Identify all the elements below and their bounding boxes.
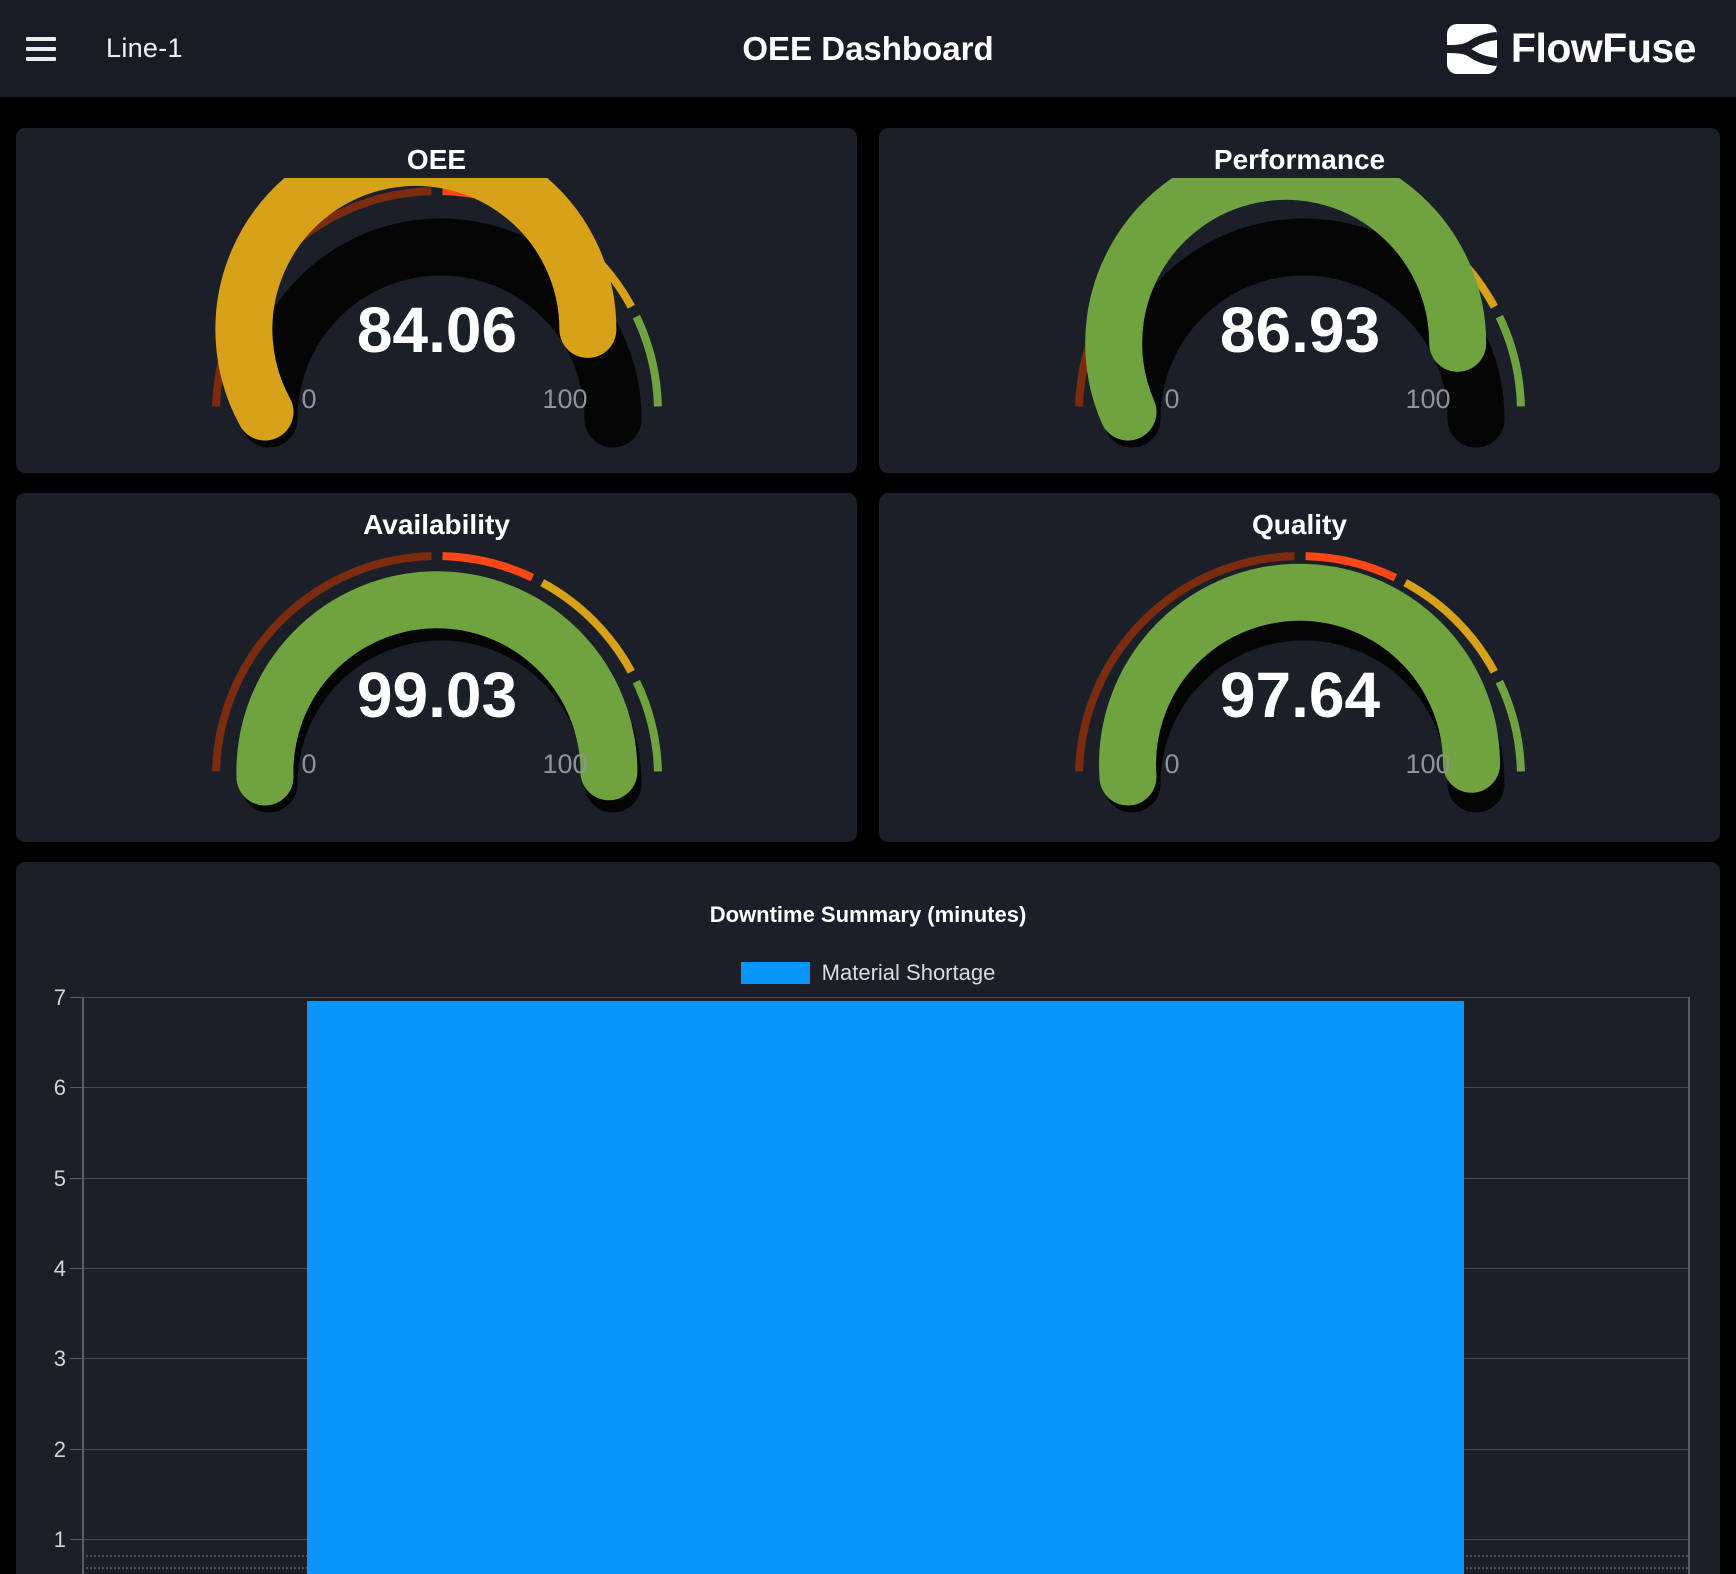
gauge-oee: 84.06 0 100: [211, 178, 662, 448]
y-axis-tick: [70, 1087, 82, 1088]
dashboard-body: OEE 84.06 0 100 Performance 86.93 0 100 Avai…: [0, 97, 1736, 1574]
y-axis-label: 1: [53, 1527, 66, 1552]
y-axis-label: 5: [53, 1166, 66, 1191]
gauge-quality: 97.64 0 100: [1074, 552, 1525, 813]
y-axis-tick: [70, 1358, 82, 1359]
gauge-value: 97.64: [1219, 659, 1380, 731]
y-axis-tick: [70, 1449, 82, 1450]
y-axis-tick: [70, 1178, 82, 1179]
chart-title: Downtime Summary (minutes): [709, 902, 1027, 927]
gauge-min-label: 0: [301, 384, 316, 414]
gauge-card-availability: Availability 99.03 0 100: [16, 493, 857, 842]
y-axis-tick: [70, 1268, 82, 1269]
gauge-card-quality: Quality 97.64 0 100: [879, 493, 1720, 842]
gauge-ring-segment: [441, 552, 534, 582]
y-axis-tick: [70, 1539, 82, 1540]
gauge-ring-segment: [211, 552, 432, 772]
gauge-availability: 99.03 0 100: [211, 552, 662, 813]
gauge-min-label: 0: [301, 749, 316, 779]
gauge-title: Quality: [1252, 509, 1347, 540]
app-bar: Line-1 OEE Dashboard FlowFuse: [0, 0, 1736, 97]
bar-material-shortage[interactable]: [307, 1001, 1464, 1574]
brand-logo: FlowFuse: [1446, 23, 1697, 74]
gauge-performance: 86.93 0 100: [1074, 178, 1525, 448]
y-axis-label: 3: [53, 1346, 66, 1371]
menu-hamburger-icon[interactable]: [26, 36, 56, 61]
gauge-value: 84.06: [356, 294, 516, 366]
legend-label[interactable]: Material Shortage: [821, 960, 996, 985]
y-axis-label: 7: [53, 985, 66, 1010]
gauge-max-label: 100: [1405, 749, 1450, 779]
gauge-value-arc: [1098, 563, 1500, 806]
gauge-value-arc: [235, 571, 637, 806]
gauge-min-label: 0: [1164, 749, 1179, 779]
plot-right-border: [1688, 997, 1690, 1574]
gauge-value: 86.93: [1219, 294, 1379, 366]
gauge-ring-segment: [1495, 679, 1525, 772]
gauge-title: Performance: [1213, 144, 1386, 175]
gridline: [82, 997, 1688, 998]
chart-plot: 7 6 5 4 3 2 1: [16, 862, 1720, 1574]
gauge-ring-segment: [1304, 552, 1397, 582]
legend-swatch-material-shortage[interactable]: [740, 962, 810, 984]
gauge-title: OEE: [406, 144, 467, 175]
gauge-max-label: 100: [542, 749, 587, 779]
gauge-ring-segment: [632, 314, 662, 407]
gauge-ring-segment: [539, 579, 635, 674]
gauge-value: 99.03: [356, 659, 516, 731]
y-axis-label: 2: [53, 1437, 66, 1462]
gauge-value-arc: [214, 178, 616, 441]
chart-legend: Material Shortage: [16, 960, 1720, 986]
y-axis-tick: [70, 997, 82, 998]
gauge-card-oee: OEE 84.06 0 100: [16, 128, 857, 473]
gauge-value-arc: [1084, 178, 1486, 441]
y-axis-label: 4: [53, 1256, 66, 1281]
gauge-ring-segment: [1074, 552, 1295, 772]
gauge-min-label: 0: [1164, 384, 1179, 414]
gauge-title: Availability: [363, 509, 510, 540]
page-name: Line-1: [106, 33, 183, 63]
flowfuse-logo-icon: [1446, 23, 1497, 74]
gauge-card-performance: Performance 86.93 0 100: [879, 128, 1720, 473]
y-axis-line: [82, 997, 84, 1574]
y-axis-label: 6: [53, 1075, 66, 1100]
brand-name: FlowFuse: [1510, 25, 1697, 71]
gauge-ring-segment: [1402, 579, 1498, 674]
gauge-max-label: 100: [542, 384, 587, 414]
gauge-ring-segment: [632, 679, 662, 772]
gauge-max-label: 100: [1405, 384, 1450, 414]
gauge-ring-segment: [1495, 314, 1525, 407]
downtime-chart-card: Downtime Summary (minutes) Material Shor…: [16, 862, 1720, 1574]
